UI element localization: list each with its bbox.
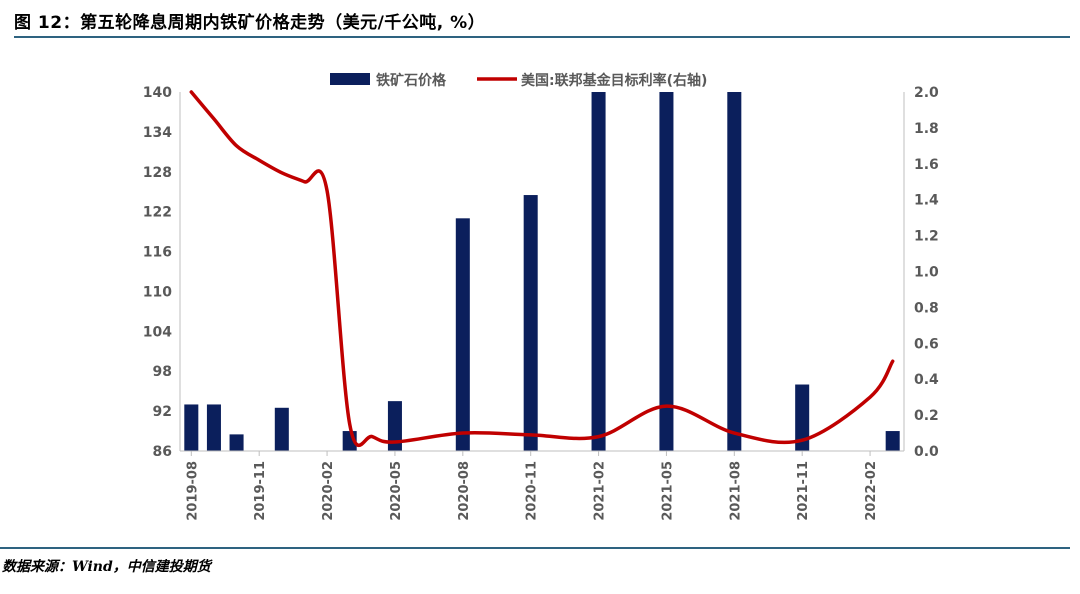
- right-tick-label: 0.6: [914, 336, 939, 352]
- bar: [523, 195, 538, 451]
- bar: [387, 401, 402, 451]
- right-tick-label: 0.4: [914, 372, 939, 388]
- left-tick-label: 86: [153, 444, 172, 460]
- legend-bar-label: 铁矿石价格: [376, 72, 447, 89]
- chart-title: 图 12：第五轮降息周期内铁矿价格走势（美元/千公吨, %）: [14, 13, 486, 33]
- left-tick-label: 128: [143, 165, 172, 181]
- left-tick-label: 122: [143, 205, 172, 221]
- x-tick-label: 2020-02: [321, 461, 336, 521]
- source-note: 数据来源：Wind，中信建投期货: [2, 559, 211, 575]
- right-tick-label: 1.0: [914, 265, 939, 281]
- x-tick-label: 2021-08: [728, 461, 743, 521]
- bar: [229, 434, 244, 451]
- right-tick-label: 1.6: [914, 157, 939, 173]
- bar: [206, 404, 221, 451]
- left-tick-label: 134: [143, 125, 172, 141]
- bar: [274, 407, 289, 451]
- x-tick-label: 2021-05: [660, 461, 675, 521]
- left-tick-label: 98: [153, 364, 172, 380]
- title-divider: [14, 36, 1070, 38]
- legend-line-label: 美国:联邦基金目标利率(右轴): [521, 72, 707, 89]
- line-series: [189, 90, 895, 448]
- right-tick-label: 0.2: [914, 408, 939, 424]
- legend: 铁矿石价格 美国:联邦基金目标利率(右轴): [330, 72, 707, 89]
- left-tick-label: 110: [143, 284, 172, 300]
- bar: [184, 404, 199, 451]
- x-tick-label: 2021-11: [796, 461, 811, 521]
- bar: [659, 92, 674, 451]
- x-tick-label: 2020-11: [525, 461, 540, 521]
- x-tick-label: 2020-05: [389, 461, 404, 521]
- bar: [795, 384, 810, 451]
- bar: [591, 92, 606, 451]
- x-tick-label: 2022-02: [864, 461, 879, 521]
- legend-bar-swatch: [330, 73, 370, 85]
- axes: 86 92 98 104 110 116 122 128 134 140 0.0 0.2 0.4 0.6 0…: [143, 85, 939, 521]
- bar: [885, 431, 900, 451]
- right-tick-label: 1.8: [914, 121, 939, 137]
- x-tick-label: 2019-11: [253, 461, 268, 521]
- left-tick-label: 116: [143, 245, 172, 261]
- left-tick-label: 92: [153, 404, 172, 420]
- x-tick-label: 2021-02: [593, 461, 608, 521]
- rate-line: [189, 90, 895, 448]
- right-tick-label: 1.2: [914, 229, 939, 245]
- bar-series: [184, 92, 900, 451]
- bar: [727, 92, 742, 451]
- bar: [455, 218, 470, 451]
- right-tick-label: 0.8: [914, 300, 939, 316]
- left-tick-label: 104: [143, 324, 172, 340]
- x-tick-label: 2019-08: [185, 461, 200, 521]
- right-tick-label: 2.0: [914, 85, 939, 101]
- right-tick-label: 1.4: [914, 193, 939, 209]
- footer-divider: [0, 547, 1070, 549]
- x-tick-label: 2020-08: [457, 461, 472, 521]
- right-tick-label: 0.0: [914, 444, 939, 460]
- left-tick-label: 140: [143, 85, 172, 101]
